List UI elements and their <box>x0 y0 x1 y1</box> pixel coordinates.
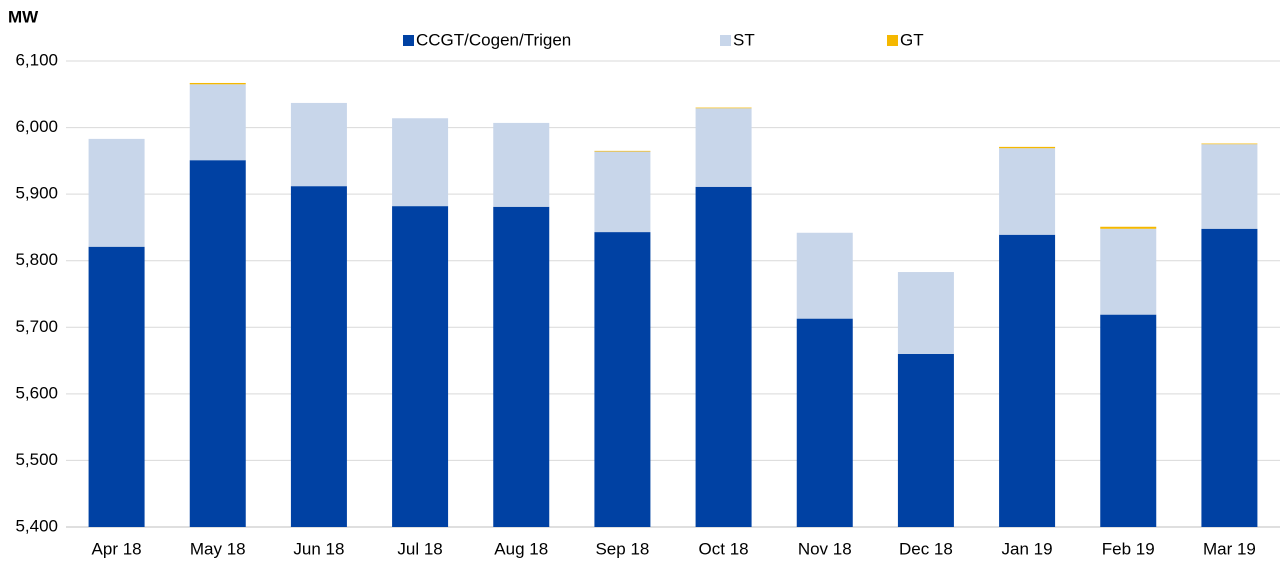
bar-segment <box>1100 314 1157 527</box>
x-tick-label: Feb 19 <box>1102 539 1155 558</box>
bar-segment <box>695 107 752 109</box>
bar-segment <box>88 246 145 527</box>
bar-segment <box>796 318 853 527</box>
bar-segment <box>695 108 752 187</box>
bar-segment <box>189 84 246 161</box>
x-tick-label: Dec 18 <box>899 539 953 558</box>
x-tick-label: Nov 18 <box>798 539 852 558</box>
bar-segment <box>999 148 1056 235</box>
x-tick-label: Sep 18 <box>595 539 649 558</box>
y-tick-label: 5,800 <box>15 250 58 269</box>
y-tick-label: 5,400 <box>15 516 58 535</box>
bar-segment <box>392 118 449 207</box>
bar-segment <box>594 150 651 152</box>
legend-swatch <box>887 35 898 46</box>
legend-label: GT <box>900 30 924 49</box>
bar-segment <box>290 186 347 527</box>
x-tick-label: Oct 18 <box>699 539 749 558</box>
bar-segment <box>695 186 752 527</box>
bar-segment <box>999 146 1056 149</box>
bar-segment <box>1100 226 1157 229</box>
bar-segment <box>796 232 853 319</box>
x-tick-label: May 18 <box>190 539 246 558</box>
x-tick-label: Jan 19 <box>1002 539 1053 558</box>
bar-segment <box>1100 228 1157 315</box>
bar-segment <box>1201 144 1258 229</box>
bar-segment <box>493 206 550 527</box>
legend-swatch <box>720 35 731 46</box>
x-tick-label: Aug 18 <box>494 539 548 558</box>
bar-segment <box>1201 228 1258 527</box>
x-tick-label: Jun 18 <box>293 539 344 558</box>
x-tick-label: Apr 18 <box>92 539 142 558</box>
y-tick-label: 5,900 <box>15 184 58 203</box>
bar-segment <box>290 102 347 187</box>
legend-label: CCGT/Cogen/Trigen <box>416 30 571 49</box>
bar-segment <box>897 353 954 527</box>
x-tick-label: Jul 18 <box>397 539 442 558</box>
legend-label: ST <box>733 30 755 49</box>
legend-swatch <box>403 35 414 46</box>
bar-segment <box>594 151 651 233</box>
y-axis-label: MW <box>8 7 39 26</box>
y-tick-label: 6,000 <box>15 117 58 136</box>
bar-segment <box>493 122 550 207</box>
bar-segment <box>897 272 954 354</box>
bar-segment <box>392 206 449 527</box>
y-tick-label: 5,500 <box>15 450 58 469</box>
x-tick-label: Mar 19 <box>1203 539 1256 558</box>
bar-segment <box>189 160 246 528</box>
y-tick-label: 6,100 <box>15 50 58 69</box>
y-tick-label: 5,700 <box>15 317 58 336</box>
bar-segment <box>594 232 651 528</box>
bar-segment <box>189 82 246 85</box>
y-tick-label: 5,600 <box>15 383 58 402</box>
bar-segment <box>1201 143 1258 145</box>
bar-segment <box>999 234 1056 527</box>
bar-segment <box>88 138 145 247</box>
